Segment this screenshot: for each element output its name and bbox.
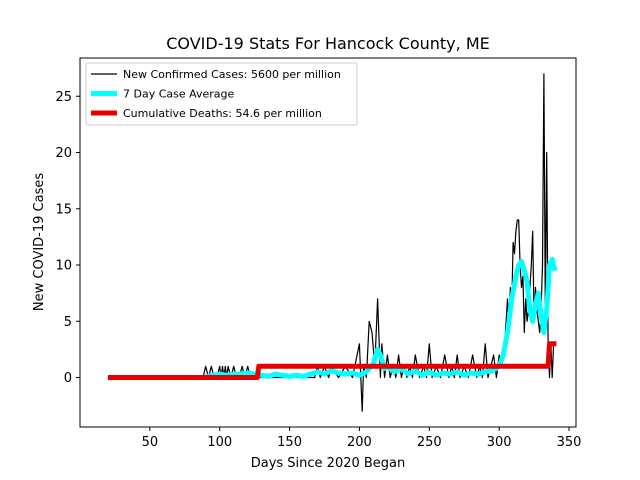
legend-label-0: New Confirmed Cases: 5600 per million <box>123 68 341 81</box>
legend: New Confirmed Cases: 5600 per million 7 D… <box>85 62 358 126</box>
series-line-1 <box>202 256 558 380</box>
plot-area <box>107 73 558 412</box>
legend-label-1: 7 Day Case Average <box>123 88 235 101</box>
x-tick-label: 100 <box>207 435 232 450</box>
x-tick-label: 50 <box>142 435 159 450</box>
series-line-2 <box>107 341 557 380</box>
y-tick-label: 0 <box>64 371 72 386</box>
x-tick-label: 250 <box>417 435 442 450</box>
x-tick-label: 200 <box>347 435 372 450</box>
x-axis: 50 100 150 200 250 300 350 <box>142 427 582 450</box>
x-tick-label: 300 <box>487 435 512 450</box>
chart-title: COVID-19 Stats For Hancock County, ME <box>166 34 489 53</box>
plot-frame <box>79 57 577 428</box>
x-tick-label: 150 <box>277 435 302 450</box>
y-axis-label: New COVID-19 Cases <box>32 173 47 311</box>
series-layer <box>107 73 558 412</box>
legend-label-2: Cumulative Deaths: 54.6 per million <box>123 107 322 120</box>
y-tick-label: 15 <box>55 202 72 217</box>
y-tick-label: 10 <box>55 259 72 274</box>
x-axis-label: Days Since 2020 Began <box>251 456 406 471</box>
y-tick-label: 5 <box>64 315 72 330</box>
y-tick-label: 25 <box>55 90 72 105</box>
x-tick-label: 350 <box>557 435 582 450</box>
y-tick-label: 20 <box>55 146 72 161</box>
y-axis: 0 5 10 15 20 25 <box>55 90 80 386</box>
legend-box <box>85 62 358 126</box>
